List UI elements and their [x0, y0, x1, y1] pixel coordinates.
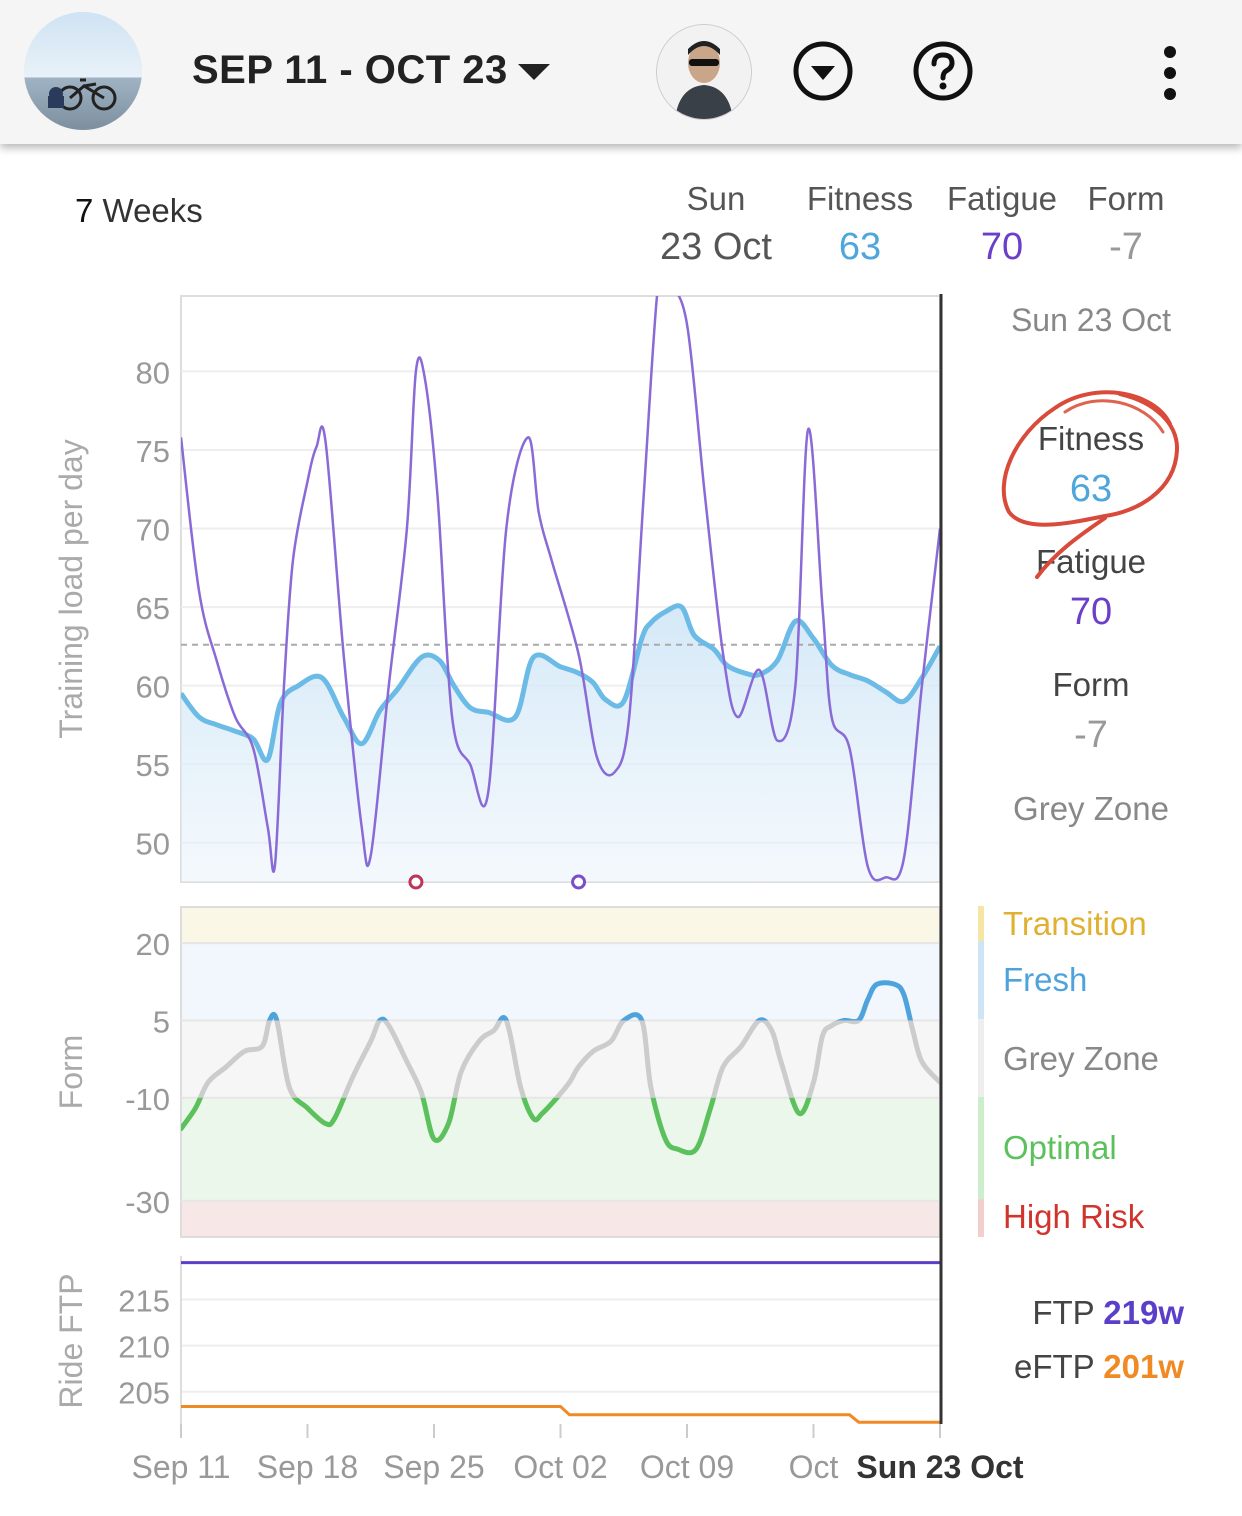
- ftp-label: FTP: [1032, 1294, 1095, 1331]
- eftp-label: eFTP: [1014, 1348, 1095, 1385]
- form-y-tick-label: -10: [125, 1082, 170, 1117]
- x-tick-label: Sep 11: [131, 1449, 230, 1485]
- zone-label-transition: Transition: [1003, 905, 1147, 942]
- form-y-axis-label: Form: [53, 1035, 89, 1110]
- summary-fitness: Fitness 63: [795, 180, 925, 269]
- form-zone-band: [181, 1200, 940, 1237]
- x-tick-label: Oct 09: [640, 1449, 734, 1485]
- load-y-tick-label: 50: [136, 827, 170, 862]
- zone-label-grey: Grey Zone: [1003, 1040, 1159, 1077]
- sidebar-form: Form -7: [1010, 666, 1172, 757]
- ftp-legend: FTP 219w: [1032, 1294, 1184, 1332]
- sidebar-fitness-label: Fitness: [1037, 420, 1145, 457]
- caret-down-icon[interactable]: [518, 64, 550, 80]
- sidebar-fatigue: Fatigue 70: [1010, 543, 1172, 634]
- ftp-y-tick-label: 205: [118, 1376, 170, 1411]
- activity-marker: [408, 874, 424, 890]
- load-y-tick-label: 70: [136, 513, 170, 548]
- ftp-y-tick-label: 215: [118, 1284, 170, 1319]
- form-y-tick-label: -30: [125, 1185, 170, 1220]
- zone-bar-transition: [978, 906, 984, 941]
- form-y-tick-label: 20: [136, 927, 170, 962]
- form-y-tick-label: 5: [153, 1004, 170, 1039]
- x-tick-label: Oct: [789, 1449, 839, 1485]
- x-tick-label: Sep 18: [257, 1449, 358, 1485]
- ftp-y-axis-label: Ride FTP: [53, 1273, 89, 1408]
- sidebar-form-label: Form: [1052, 666, 1130, 703]
- zone-bar-optimal: [978, 1097, 984, 1199]
- avatar-user-icon[interactable]: [656, 24, 752, 120]
- eftp-value: 201w: [1103, 1348, 1184, 1385]
- help-circle-icon[interactable]: [912, 40, 974, 102]
- chevron-down-circle-icon[interactable]: [792, 40, 854, 102]
- app-bar: SEP 11 - OCT 23: [0, 0, 1242, 144]
- form-zone-band: [181, 943, 940, 1021]
- sidebar-date: Sun 23 Oct: [1010, 302, 1172, 338]
- weeks-summary: 7 Weeks: [75, 192, 203, 230]
- x-tick-label: Oct 02: [513, 1449, 607, 1485]
- weeks-count: 7: [75, 192, 94, 229]
- summary-day-label: Sun: [686, 180, 746, 217]
- load-series-group: [181, 296, 940, 882]
- sidebar-fatigue-label: Fatigue: [1035, 543, 1147, 580]
- summary-form-value: -7: [1109, 226, 1143, 268]
- load-y-tick-label: 55: [136, 748, 170, 783]
- x-tick-label-selected: Sun 23 Oct: [856, 1449, 1024, 1485]
- annotation-circle-icon: [1001, 390, 1180, 579]
- eftp-line: [181, 1405, 940, 1424]
- zone-label-high-risk: High Risk: [1003, 1198, 1145, 1235]
- load-y-axis-label: Training load per day: [53, 439, 89, 738]
- form-series-group: [181, 980, 940, 1156]
- ftp-y-tick-label: 210: [118, 1330, 170, 1365]
- sidebar-fatigue-value: 70: [1069, 591, 1113, 633]
- summary-fitness-value: 63: [838, 226, 882, 268]
- zone-bar-fresh: [978, 941, 984, 1019]
- summary-fatigue-label: Fatigue: [946, 180, 1058, 217]
- sidebar-form-value: -7: [1074, 714, 1108, 756]
- weeks-label: Weeks: [102, 192, 203, 229]
- load-y-tick-label: 75: [136, 434, 170, 469]
- form-zone-band: [181, 1097, 940, 1201]
- fatigue-line: [181, 296, 940, 882]
- form-line-grey: [197, 1020, 940, 1098]
- avatar-cyclist-icon[interactable]: [24, 12, 142, 130]
- zone-bar-grey: [978, 1019, 984, 1097]
- form-zone-band: [181, 907, 940, 944]
- x-tick-label: Sep 25: [383, 1449, 484, 1485]
- more-vert-icon[interactable]: [1150, 44, 1190, 102]
- summary-date: Sun 23 Oct: [640, 180, 792, 269]
- date-range-selector[interactable]: SEP 11 - OCT 23: [192, 48, 508, 92]
- zone-label-optimal: Optimal: [1003, 1129, 1117, 1166]
- summary-form-label: Form: [1087, 180, 1165, 217]
- summary-form: Form -7: [1076, 180, 1176, 269]
- load-y-tick-label: 60: [136, 670, 170, 705]
- summary-fatigue-value: 70: [980, 226, 1024, 268]
- sidebar-fitness-value: 63: [1069, 468, 1113, 510]
- zone-label-fresh: Fresh: [1003, 961, 1088, 998]
- ftp-value: 219w: [1103, 1294, 1184, 1331]
- summary-fatigue: Fatigue 70: [938, 180, 1066, 269]
- activity-marker: [571, 874, 587, 890]
- fitness-line: [181, 603, 940, 764]
- eftp-legend: eFTP 201w: [1014, 1348, 1184, 1386]
- zone-bar-high-risk: [978, 1199, 984, 1237]
- sidebar-fitness: Fitness 63: [1010, 420, 1172, 511]
- load-y-tick-label: 80: [136, 355, 170, 390]
- load-y-tick-label: 65: [136, 591, 170, 626]
- sidebar-zone: Grey Zone: [1013, 790, 1169, 827]
- summary-date-value: 23 Oct: [660, 226, 772, 268]
- summary-fitness-label: Fitness: [806, 180, 914, 217]
- form-line-optimal: [181, 1097, 812, 1156]
